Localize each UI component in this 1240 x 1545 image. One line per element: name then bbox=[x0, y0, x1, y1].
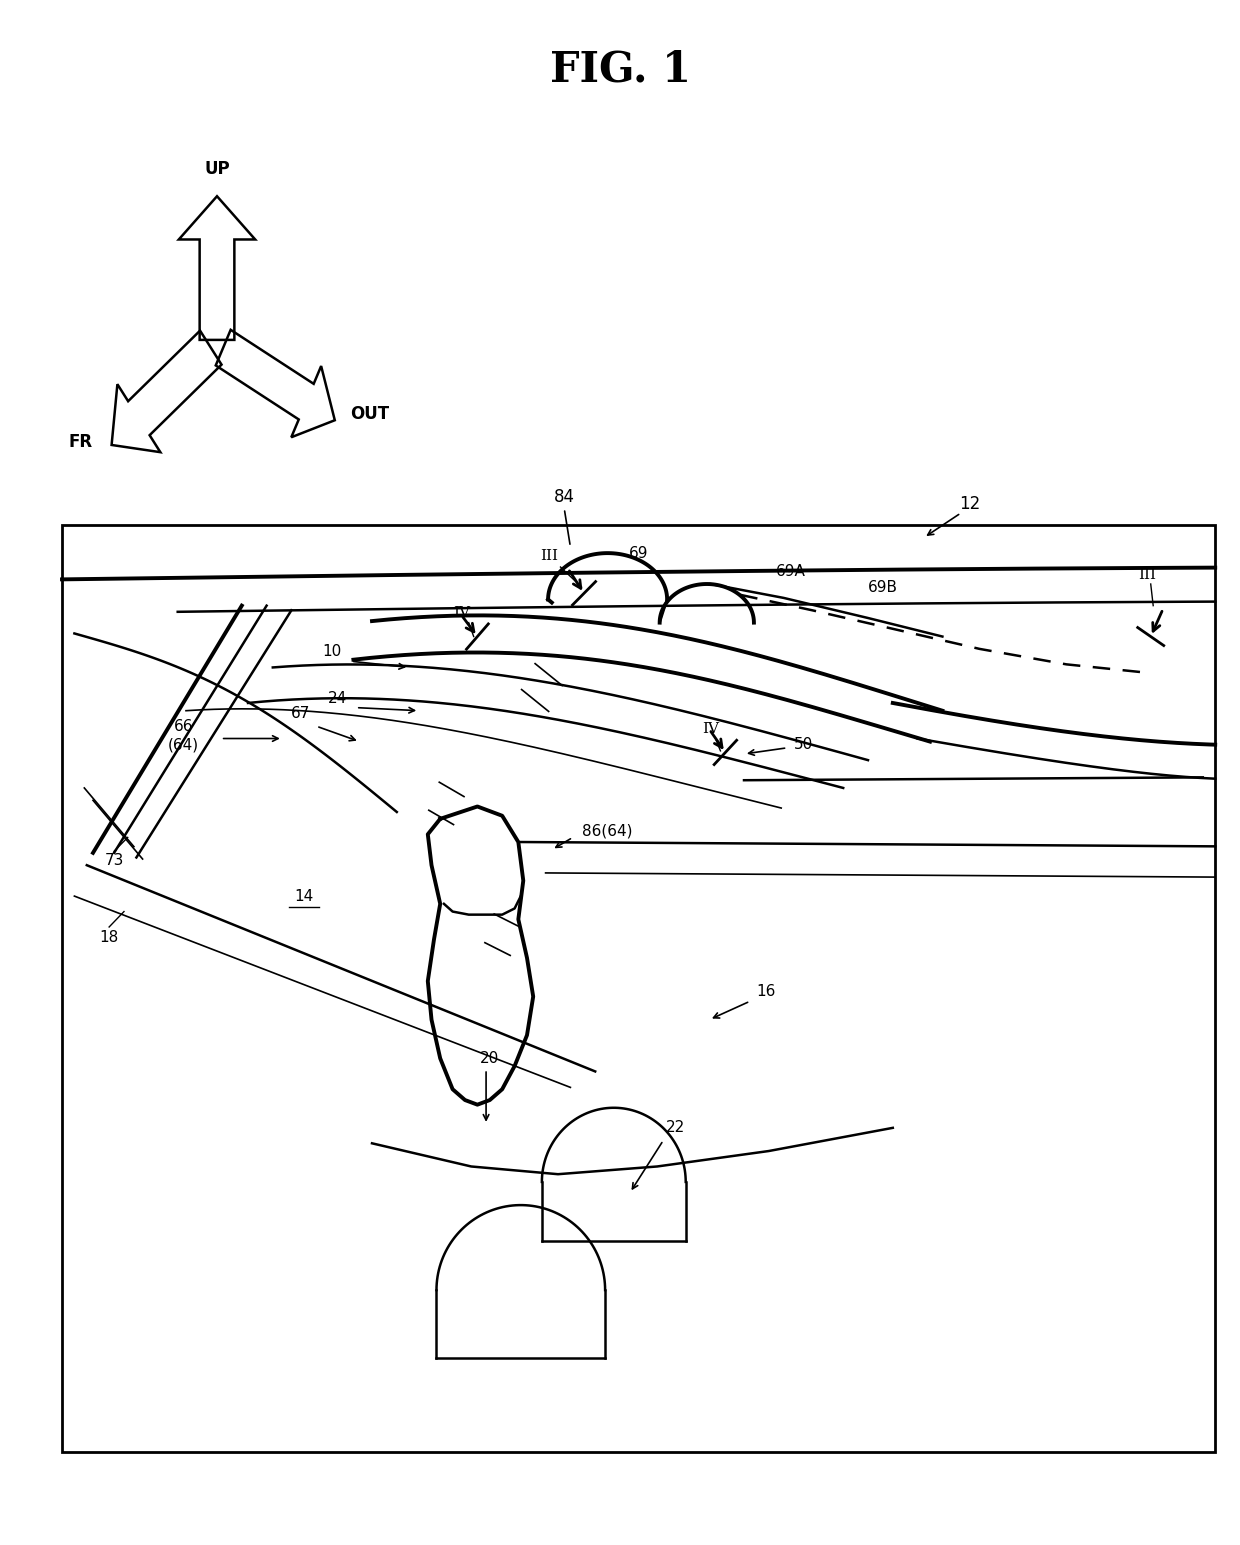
Text: UP: UP bbox=[205, 159, 229, 178]
Text: 84: 84 bbox=[554, 488, 574, 507]
Text: 86(64): 86(64) bbox=[583, 823, 632, 839]
Text: III: III bbox=[1138, 567, 1156, 582]
Text: 69: 69 bbox=[629, 545, 649, 561]
Text: (64): (64) bbox=[167, 737, 200, 752]
Text: III: III bbox=[541, 548, 558, 564]
Bar bbox=[62, 525, 1215, 1452]
Text: IV: IV bbox=[453, 606, 470, 621]
Text: FIG. 1: FIG. 1 bbox=[549, 48, 691, 91]
Text: 22: 22 bbox=[666, 1120, 686, 1136]
Text: OUT: OUT bbox=[350, 405, 389, 423]
Text: FR: FR bbox=[68, 433, 93, 451]
Text: 12: 12 bbox=[959, 494, 981, 513]
Text: 14: 14 bbox=[294, 888, 314, 904]
Text: 69B: 69B bbox=[868, 579, 898, 595]
Text: 18: 18 bbox=[99, 930, 119, 946]
Text: 66: 66 bbox=[174, 718, 193, 734]
Text: 67: 67 bbox=[290, 706, 310, 722]
Text: 69A: 69A bbox=[776, 564, 806, 579]
Text: 20: 20 bbox=[480, 1051, 500, 1066]
Text: 73: 73 bbox=[104, 853, 124, 868]
Text: IV: IV bbox=[702, 722, 719, 737]
Text: 24: 24 bbox=[327, 691, 347, 706]
Text: 16: 16 bbox=[756, 984, 776, 1000]
Text: 10: 10 bbox=[322, 644, 342, 660]
Text: 50: 50 bbox=[794, 737, 813, 752]
